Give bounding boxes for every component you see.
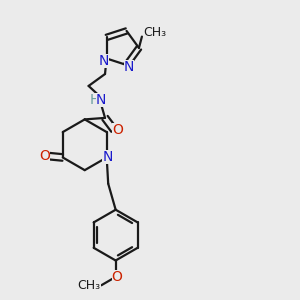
Text: H: H <box>90 93 101 107</box>
Text: O: O <box>112 123 123 137</box>
Text: CH₃: CH₃ <box>143 26 166 39</box>
Text: O: O <box>39 149 50 163</box>
Text: O: O <box>112 270 123 284</box>
Text: N: N <box>102 151 113 164</box>
Text: N: N <box>124 60 134 74</box>
Text: N: N <box>96 93 106 107</box>
Text: CH₃: CH₃ <box>78 279 101 292</box>
Text: N: N <box>99 54 109 68</box>
